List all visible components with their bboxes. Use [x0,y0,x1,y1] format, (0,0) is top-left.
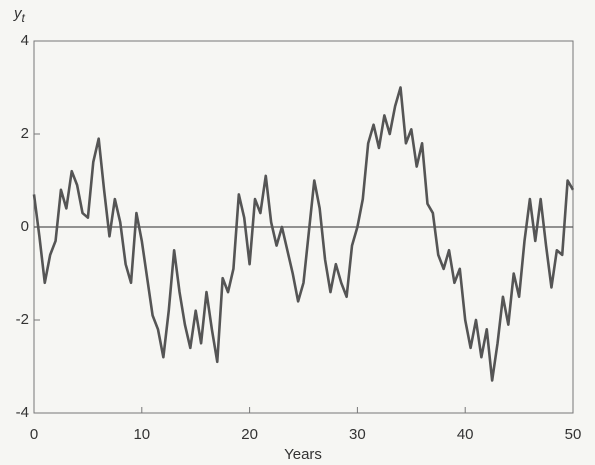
x-tick-label: 40 [457,426,474,443]
y-tick-label: 2 [21,125,29,142]
x-tick-label: 50 [565,426,582,443]
x-tick-label: 10 [133,426,150,443]
y-tick-label: 0 [21,218,29,235]
y-label-sub: t [22,11,26,25]
x-tick-label: 0 [30,426,38,443]
y-tick-label: 4 [21,32,29,49]
y-label-main: y [13,5,23,22]
x-tick-label: 20 [241,426,258,443]
x-axis-label: Years [284,446,322,463]
y-tick-label: -4 [16,404,29,421]
y-axis-label: yt [13,5,26,25]
data-line [32,86,575,382]
y-tick-label: -2 [16,311,29,328]
x-tick-label: 30 [349,426,366,443]
